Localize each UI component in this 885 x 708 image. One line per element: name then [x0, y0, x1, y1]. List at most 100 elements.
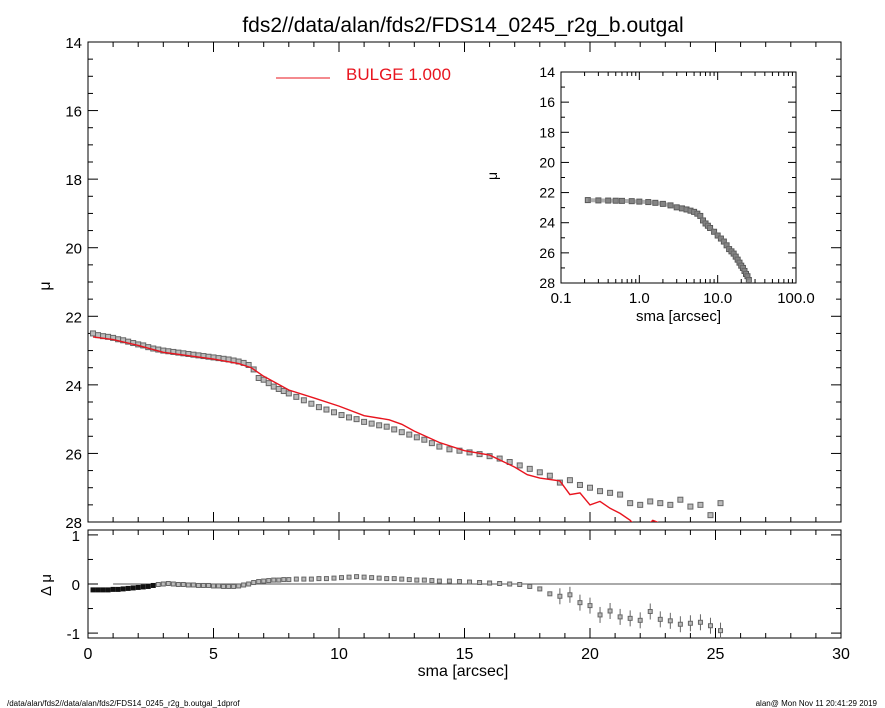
residual-data-point: [231, 583, 237, 589]
legend-label: BULGE 1.000: [346, 65, 451, 84]
residual-data-point: [145, 583, 151, 589]
residual-data-point: [331, 575, 337, 581]
main-y-tick-label: 22: [65, 309, 82, 326]
residual-data-point: [456, 579, 462, 585]
residual-data-point: [597, 612, 603, 618]
residual-data-point: [446, 578, 452, 584]
residual-data-point: [90, 587, 96, 593]
residual-data-point: [391, 576, 397, 582]
main-data-point: [677, 496, 684, 503]
residual-data-point: [205, 582, 211, 588]
main-y-tick-label: 26: [65, 446, 82, 463]
main-data-point: [361, 418, 368, 425]
residual-x-axis-label: sma [arcsec]: [418, 663, 509, 680]
main-data-point: [647, 498, 654, 505]
inset-y-tick-label: 14: [539, 64, 555, 80]
main-data-point: [428, 440, 435, 447]
inset-y-tick-label: 28: [539, 275, 555, 291]
residual-data-point: [200, 582, 206, 588]
main-data-point: [376, 422, 383, 429]
main-data-point: [687, 503, 694, 510]
residual-data-point: [266, 578, 272, 584]
residual-data-point: [421, 577, 427, 583]
residual-data-point: [140, 584, 146, 590]
inset-x-tick-label: 10.0: [703, 290, 732, 307]
residual-data-point: [477, 580, 483, 586]
inset-y-tick-label: 20: [539, 154, 555, 170]
inset-x-tick-label: 100.0: [777, 290, 815, 307]
residual-x-tick-label: 20: [581, 646, 599, 663]
residual-data-point: [100, 587, 106, 593]
residual-data-point: [406, 577, 412, 583]
residual-data-point: [369, 575, 375, 581]
residual-x-tick-label: 0: [84, 646, 93, 663]
residual-data-point: [399, 576, 405, 582]
main-y-tick-label: 24: [65, 378, 82, 395]
residual-data-point: [125, 585, 131, 591]
residual-data-point: [697, 619, 703, 625]
inset-x-tick-label: 1.0: [629, 290, 650, 307]
residual-x-tick-label: 30: [832, 646, 850, 663]
main-data-point: [546, 472, 553, 479]
residual-data-point: [323, 576, 329, 582]
main-data-point: [300, 397, 307, 404]
residual-data-point: [667, 618, 673, 624]
main-data-point: [637, 501, 644, 508]
inset-y-tick-label: 26: [539, 245, 555, 261]
residual-data-point: [718, 628, 724, 634]
main-data-point: [255, 375, 262, 381]
residual-data-point: [170, 581, 176, 587]
residual-data-point: [256, 579, 262, 585]
residual-data-point: [226, 583, 232, 589]
residual-data-point: [195, 582, 201, 588]
inset-y-tick-label: 24: [539, 215, 555, 231]
residual-data-point: [105, 587, 111, 593]
bulge-model-line: [92, 336, 659, 522]
residual-data-point: [221, 583, 227, 589]
residual-data-point: [497, 581, 503, 587]
inset-y-tick-label: 22: [539, 185, 555, 201]
residual-data-point: [687, 620, 693, 626]
main-data-point: [456, 447, 463, 454]
residual-data-point: [301, 576, 307, 582]
main-y-tick-label: 14: [65, 35, 82, 52]
residual-data-point: [677, 621, 683, 627]
main-data-point: [275, 385, 282, 392]
main-y-tick-label: 20: [65, 241, 82, 258]
main-y-tick-label: 18: [65, 172, 82, 189]
residual-x-tick-label: 15: [456, 646, 474, 663]
main-data-point: [293, 393, 300, 400]
residual-data-point: [135, 584, 141, 590]
residual-data-point: [361, 574, 367, 580]
residual-data-point: [557, 593, 563, 599]
residual-data-point: [316, 576, 322, 582]
main-y-axis-label: μ: [37, 281, 54, 290]
main-data-point: [597, 488, 604, 495]
residual-data-point: [517, 581, 523, 587]
residual-y-tick-label: 1: [72, 528, 80, 545]
residual-data-point: [115, 586, 121, 592]
residual-data-point: [487, 580, 493, 586]
residual-data-point: [180, 581, 186, 587]
residual-data-point: [627, 615, 633, 621]
residual-data-point: [281, 577, 287, 583]
main-data-point: [697, 501, 704, 508]
inset-x-axis-label: sma [arcsec]: [636, 308, 721, 325]
residual-data-point: [216, 583, 222, 589]
residual-data-point: [160, 581, 166, 587]
main-data-point: [717, 500, 724, 507]
residual-data-point: [467, 579, 473, 585]
inset-y-tick-label: 18: [539, 124, 555, 140]
main-data-point: [391, 426, 398, 433]
residual-data-point: [376, 575, 382, 581]
main-data-point: [346, 414, 353, 421]
inset-y-tick-label: 16: [539, 94, 555, 110]
main-data-point: [323, 406, 330, 413]
main-data-point: [398, 429, 405, 436]
residual-data-point: [637, 617, 643, 623]
residual-data-point: [567, 592, 573, 598]
main-data-point: [516, 462, 523, 469]
main-y-tick-label: 16: [65, 104, 82, 121]
inset-profile-band: [587, 198, 751, 281]
